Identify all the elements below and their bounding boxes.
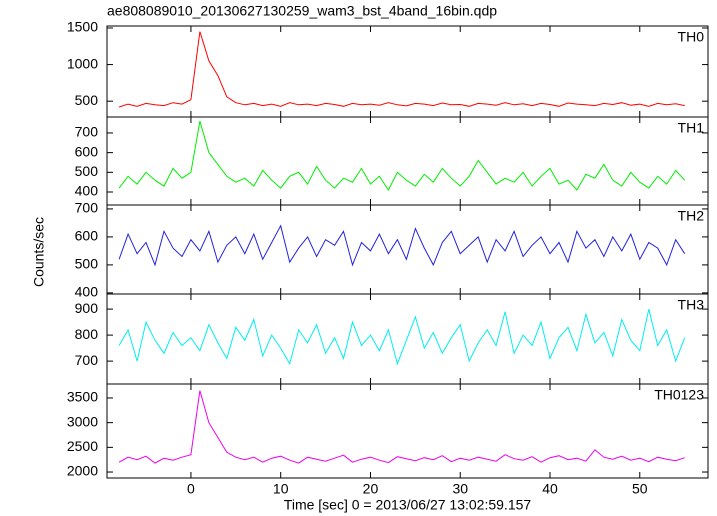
y-tick-label: 3500	[67, 389, 98, 405]
panel-label: TH0123	[654, 387, 704, 403]
y-tick-label: 700	[75, 352, 99, 368]
x-tick-label: 40	[542, 481, 558, 497]
light-curve	[118, 31, 685, 108]
y-tick-label: 500	[75, 256, 99, 272]
panel-label: TH0	[678, 29, 705, 45]
x-tick-label: 50	[632, 481, 648, 497]
y-tick-label: 1500	[67, 19, 98, 35]
y-tick-label: 700	[75, 124, 99, 140]
y-tick-label: 2000	[67, 463, 98, 479]
panel-frame	[106, 204, 709, 295]
x-tick-label: 20	[363, 481, 379, 497]
panel-frame	[106, 383, 709, 479]
y-tick-label: 400	[75, 183, 99, 199]
panel-frame	[106, 293, 709, 385]
light-curve	[118, 120, 686, 191]
panel-label: TH1	[678, 120, 705, 136]
y-tick-label: 500	[75, 92, 99, 108]
y-axis-label: Counts/sec	[31, 217, 47, 287]
y-tick-label: 800	[75, 326, 99, 342]
y-tick-label: 2500	[67, 438, 98, 454]
y-tick-label: 500	[75, 163, 99, 179]
x-tick-label: 0	[187, 481, 195, 497]
y-tick-label: 1000	[67, 55, 98, 71]
panel-label: TH3	[678, 297, 705, 313]
x-axis-label: Time [sec] 0 = 2013/06/27 13:02:59.157	[284, 497, 532, 513]
light-curve	[118, 308, 686, 366]
y-tick-label: 600	[75, 143, 99, 159]
x-tick-label: 10	[273, 481, 289, 497]
y-tick-label: 600	[75, 228, 99, 244]
y-tick-label: 700	[75, 200, 99, 216]
light-curve	[118, 224, 686, 267]
panel-label: TH2	[678, 208, 705, 224]
y-tick-label: 3000	[67, 413, 98, 429]
light-curve	[118, 390, 685, 464]
chart-title: ae808089010_20130627130259_wam3_bst_4ban…	[107, 3, 497, 19]
y-tick-label: 400	[75, 284, 99, 300]
x-tick-label: 30	[452, 481, 468, 497]
y-tick-label: 900	[75, 300, 99, 316]
panel-frame	[106, 116, 709, 206]
